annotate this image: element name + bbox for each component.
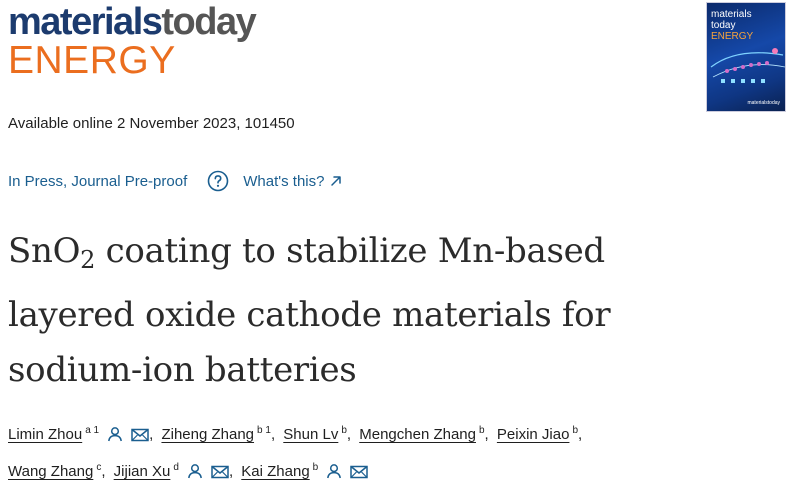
author-affiliation[interactable]: c — [96, 462, 102, 473]
cover-artwork — [710, 48, 785, 83]
author-affiliation[interactable]: b — [312, 462, 319, 473]
author-item: Ziheng Zhang b 1, — [161, 425, 276, 443]
author-item: Mengchen Zhang b, — [359, 425, 489, 443]
title-subscript: 2 — [80, 246, 96, 274]
person-icon[interactable] — [187, 460, 203, 484]
author-item: Peixin Jiao b, — [496, 425, 583, 443]
author-name-link[interactable]: Ziheng Zhang — [161, 426, 255, 443]
author-item: Wang Zhang c, — [8, 462, 106, 480]
person-icon[interactable] — [107, 423, 123, 453]
cover-title-line1: materials — [711, 9, 752, 20]
author-name-link[interactable]: Mengchen Zhang — [359, 426, 476, 443]
envelope-icon[interactable] — [350, 460, 368, 484]
author-name-link[interactable]: Kai Zhang — [241, 463, 310, 480]
journal-logo[interactable]: materialstoday ENERGY — [8, 2, 308, 80]
author-name-link[interactable]: Limin Zhou — [8, 426, 83, 443]
author-name-link[interactable]: Jijian Xu — [113, 463, 171, 480]
author-affiliation[interactable]: b 1 — [257, 425, 271, 436]
author-affiliation[interactable]: b — [478, 425, 485, 436]
title-line1-rest: coating to stabilize Mn-based — [95, 231, 606, 271]
author-name-link[interactable]: Peixin Jiao — [496, 426, 570, 443]
person-icon[interactable] — [326, 460, 342, 484]
cover-publisher-mark: materialstoday — [747, 100, 780, 106]
cover-title: materials today ENERGY — [711, 9, 753, 42]
title-prefix: SnO — [8, 231, 81, 271]
author-affiliation[interactable]: a 1 — [85, 425, 100, 436]
title-line1: SnO2 coating to stabilize Mn-based — [8, 231, 606, 274]
envelope-icon[interactable] — [211, 460, 229, 484]
cover-title-line2: today — [711, 20, 736, 31]
article-status-row: In Press, Journal Pre-proof What's this? — [8, 170, 342, 192]
journal-cover-image[interactable]: materials today ENERGY materialstoday — [706, 2, 786, 112]
whats-this-link[interactable]: What's this? — [243, 173, 342, 190]
author-name-link[interactable]: Shun Lv — [283, 426, 339, 443]
logo-today-text: today — [161, 1, 256, 43]
author-item: Shun Lv b, — [283, 425, 352, 443]
available-online-text: Available online 2 November 2023, 101450 — [8, 115, 295, 132]
author-list: Limin Zhou a 1, Ziheng Zhang b 1, Shun Lv b… — [8, 416, 788, 484]
author-item: Kai Zhang b — [241, 462, 368, 480]
author-name-link[interactable]: Wang Zhang — [8, 463, 94, 480]
question-circle-icon[interactable] — [207, 170, 229, 192]
envelope-icon[interactable] — [131, 423, 149, 453]
title-line3: sodium-ion batteries — [8, 350, 357, 390]
logo-energy-text: ENERGY — [8, 39, 176, 82]
author-item: Jijian Xu d, — [113, 462, 237, 480]
cover-title-line3: ENERGY — [711, 31, 754, 42]
journal-logo-top: materialstoday — [8, 2, 308, 42]
article-title: SnO2 coating to stabilize Mn-based layer… — [8, 224, 768, 398]
author-affiliation[interactable]: b — [341, 425, 347, 436]
author-affiliation[interactable]: b — [572, 425, 578, 436]
title-line2: layered oxide cathode materials for — [8, 295, 611, 335]
whats-this-label: What's this? — [243, 172, 325, 190]
author-item: Limin Zhou a 1, — [8, 425, 157, 443]
logo-materials-text: materials — [8, 1, 163, 43]
arrow-up-right-icon — [330, 175, 342, 187]
in-press-link[interactable]: In Press, Journal Pre-proof — [8, 172, 188, 190]
author-affiliation[interactable]: d — [173, 462, 179, 473]
